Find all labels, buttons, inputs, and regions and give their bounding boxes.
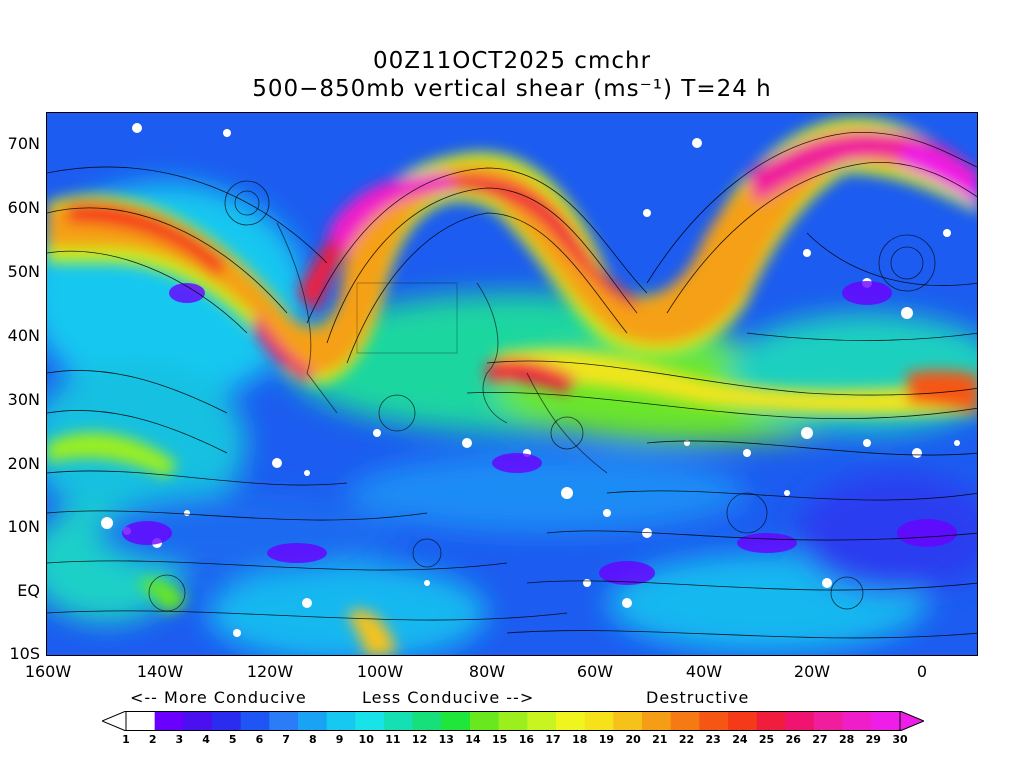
colorbar-tick-label: 6	[255, 733, 264, 746]
colorbar-swatch	[470, 711, 500, 731]
colorbar-swatch	[183, 711, 213, 731]
colorbar-tick-label: 24	[732, 733, 748, 746]
colorbar-tick-label: 27	[812, 733, 828, 746]
colorbar-tick-label: 18	[572, 733, 588, 746]
colorbar-swatch	[670, 711, 700, 731]
colorbar-swatch	[642, 711, 672, 731]
lat-label: 30N	[7, 390, 40, 409]
colorbar-swatch	[699, 711, 729, 731]
lat-label: 10N	[7, 517, 40, 536]
colorbar-tick-label: 9	[335, 733, 344, 746]
colorbar-tick-label: 23	[705, 733, 721, 746]
colorbar-swatch	[871, 711, 901, 731]
colorbar-tick-label: 13	[438, 733, 454, 746]
colorbar-swatch	[240, 711, 270, 731]
colorbar	[102, 711, 924, 731]
lat-label: 60N	[7, 198, 40, 217]
colorbar-tick-label: 22	[678, 733, 695, 746]
colorbar-tick-label: 26	[785, 733, 801, 746]
colorbar-swatch	[584, 711, 614, 731]
colorbar-swatch	[814, 711, 844, 731]
lat-label: EQ	[17, 581, 40, 600]
colorbar-tick-label: 17	[545, 733, 561, 746]
colorbar-swatch	[498, 711, 528, 731]
lon-label: 20W	[793, 662, 831, 681]
colorbar-swatch	[212, 711, 242, 731]
colorbar-swatch	[269, 711, 299, 731]
colorbar-frame	[125, 711, 901, 731]
colorbar-tick-label: 5	[228, 733, 237, 746]
lon-label: 100W	[356, 662, 404, 681]
colorbar-tick-label: 28	[838, 733, 855, 746]
colorbar-tick-label: 12	[411, 733, 428, 746]
colorbar-swatch	[126, 711, 156, 731]
colorbar-swatch	[384, 711, 414, 731]
colorbar-tick-label: 30	[892, 733, 908, 746]
colorbar-tick-label: 10	[358, 733, 374, 746]
lat-label: 20N	[7, 454, 40, 473]
shear-map	[46, 112, 978, 656]
lat-label: 70N	[7, 134, 40, 153]
colorbar-under-arrow	[102, 711, 127, 731]
colorbar-swatch	[842, 711, 872, 731]
legend-destructive: Destructive	[646, 688, 750, 707]
colorbar-swatch	[154, 711, 184, 731]
colorbar-swatch	[556, 711, 586, 731]
colorbar-swatch	[527, 711, 557, 731]
colorbar-tick-label: 19	[598, 733, 615, 746]
lon-label: 0	[916, 662, 928, 681]
colorbar-tick-label: 1	[122, 733, 130, 746]
colorbar-tick-label: 14	[465, 733, 481, 746]
colorbar-tick-label: 2	[148, 733, 157, 746]
colorbar-tick-label: 29	[865, 733, 881, 746]
colorbar-tick-label: 4	[202, 733, 210, 746]
colorbar-tick-label: 7	[282, 733, 290, 746]
chart-title: 00Z11OCT2025 cmchr	[372, 48, 652, 74]
colorbar-tick-label: 8	[308, 733, 317, 746]
colorbar-swatch	[613, 711, 643, 731]
lat-label: 50N	[7, 262, 40, 281]
colorbar-tick-label: 15	[491, 733, 508, 746]
colorbar-swatch	[728, 711, 758, 731]
legend-less-conducive: Less Conducive -->	[362, 688, 535, 707]
colorbar-tick-label: 16	[518, 733, 534, 746]
lat-label: 10S	[9, 644, 40, 663]
lon-label: 60W	[576, 662, 614, 681]
colorbar-swatch	[326, 711, 356, 731]
colorbar-swatch	[785, 711, 815, 731]
colorbar-swatch	[441, 711, 471, 731]
lon-label: 160W	[24, 662, 72, 681]
lon-label: 120W	[246, 662, 294, 681]
colorbar-over-arrow	[899, 711, 924, 731]
lon-label: 80W	[468, 662, 506, 681]
colorbar-tick-label: 20	[625, 733, 641, 746]
lon-label: 140W	[136, 662, 184, 681]
colorbar-swatch	[355, 711, 385, 731]
colorbar-swatch	[412, 711, 442, 731]
colorbar-tick-label: 11	[385, 733, 401, 746]
lon-label: 40W	[685, 662, 723, 681]
colorbar-swatch	[298, 711, 328, 731]
colorbar-swatch	[756, 711, 786, 731]
colorbar-tick-label: 25	[758, 733, 775, 746]
legend-more-conducive: <-- More Conducive	[130, 688, 307, 707]
chart-subtitle: 500−850mb vertical shear (ms⁻¹) T=24 h	[252, 76, 772, 102]
colorbar-tick-label: 3	[175, 733, 184, 746]
lat-label: 40N	[7, 326, 40, 345]
colorbar-tick-label: 21	[652, 733, 668, 746]
